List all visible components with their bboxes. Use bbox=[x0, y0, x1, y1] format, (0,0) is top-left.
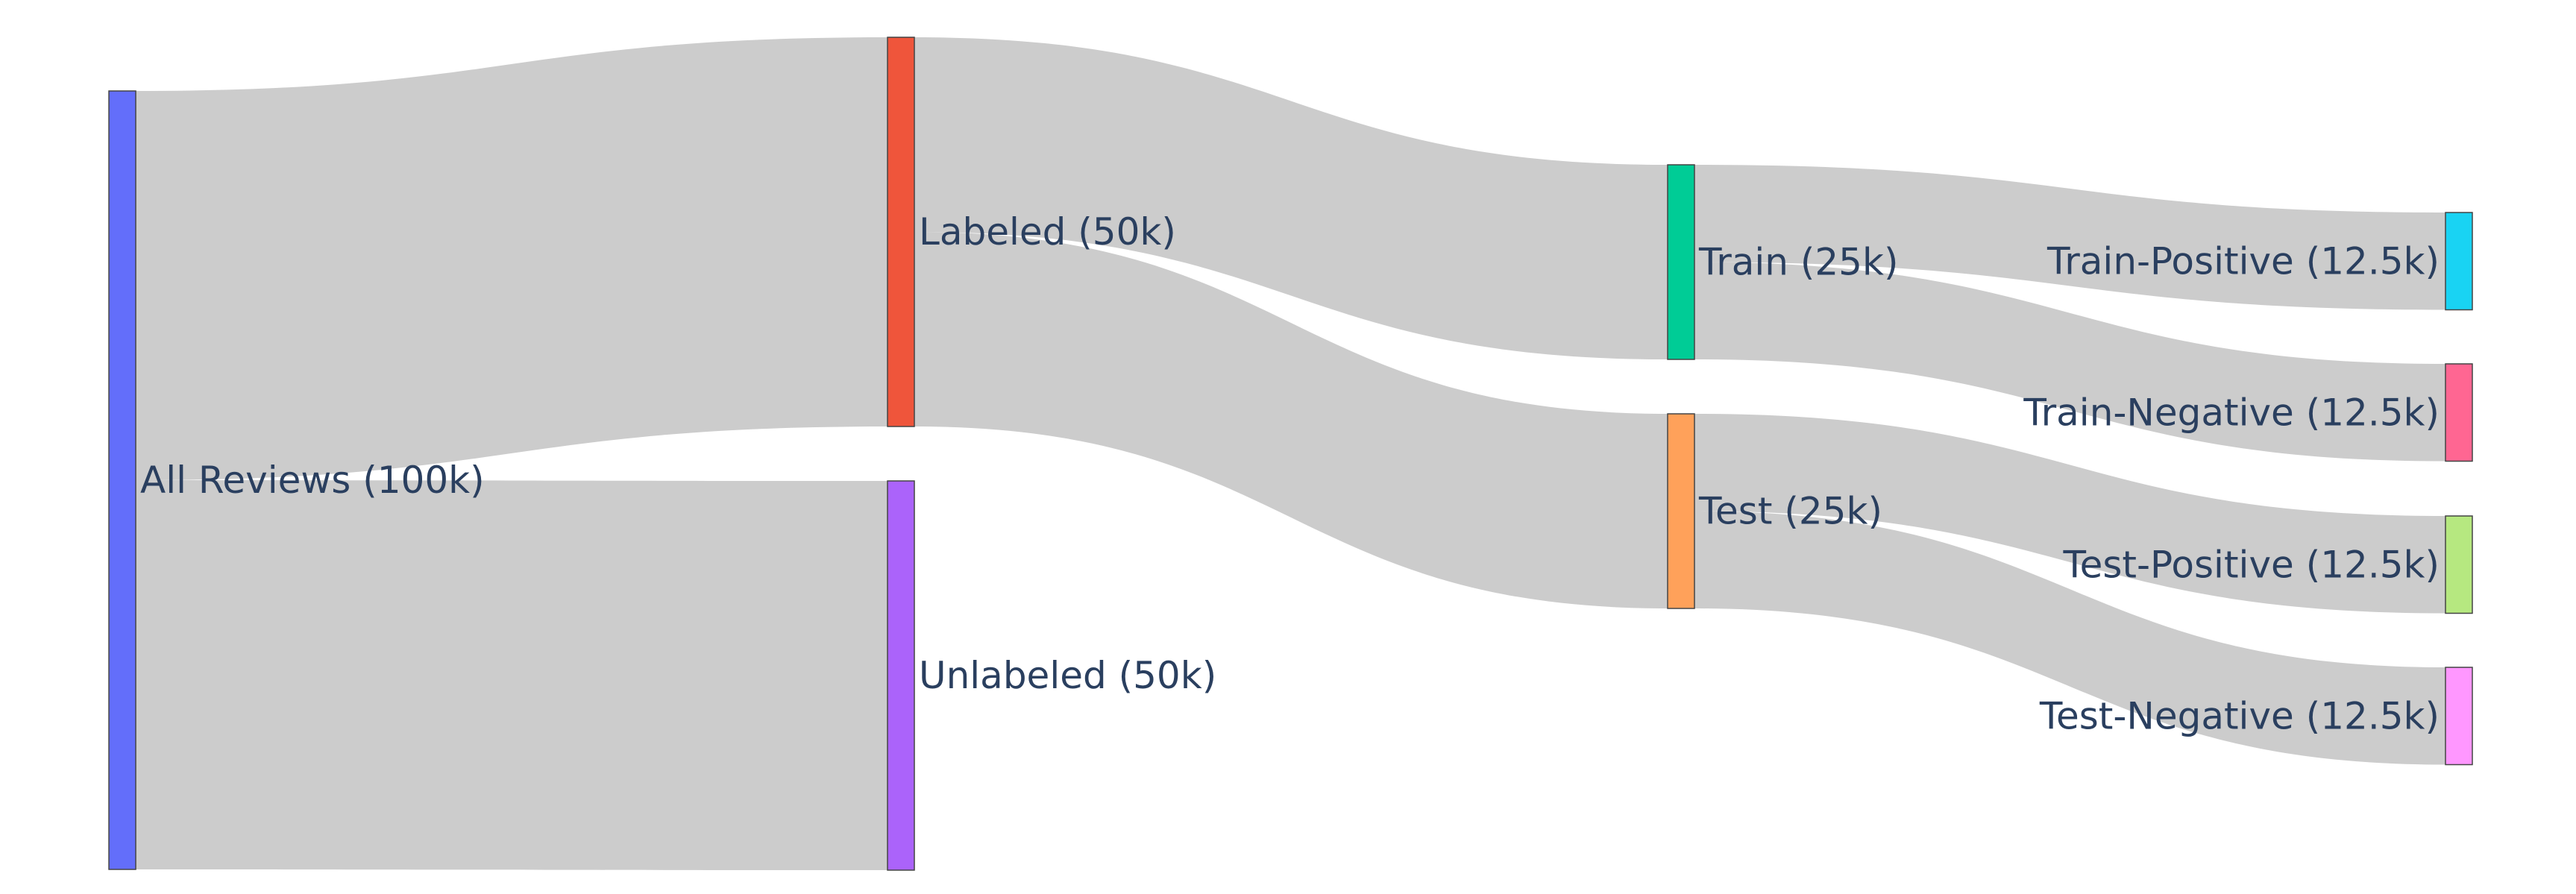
sankey-node-bar-all[interactable] bbox=[108, 90, 136, 870]
sankey-node-bar-test_pos[interactable] bbox=[2445, 515, 2473, 614]
sankey-link-labeled-to-train[interactable] bbox=[914, 37, 1668, 359]
sankey-node-label-labeled: Labeled (50k) bbox=[919, 210, 1176, 254]
sankey-node-all[interactable]: All Reviews (100k) bbox=[108, 90, 485, 870]
sankey-node-train_pos[interactable]: Train-Positive (12.5k) bbox=[2046, 212, 2473, 311]
sankey-links bbox=[136, 37, 2445, 870]
sankey-link-test-to-test_pos[interactable] bbox=[1694, 414, 2445, 614]
sankey-node-label-test: Test (25k) bbox=[1698, 490, 1882, 533]
sankey-node-bar-train[interactable] bbox=[1667, 164, 1695, 360]
sankey-node-bar-train_pos[interactable] bbox=[2445, 212, 2473, 311]
sankey-node-bar-unlabeled[interactable] bbox=[887, 480, 915, 871]
sankey-node-label-test_pos: Test-Positive (12.5k) bbox=[2063, 543, 2440, 586]
sankey-link-test-to-test_neg[interactable] bbox=[1694, 511, 2445, 765]
sankey-node-label-unlabeled: Unlabeled (50k) bbox=[919, 654, 1216, 697]
sankey-node-bar-train_neg[interactable] bbox=[2445, 363, 2473, 462]
sankey-nodes: All Reviews (100k) Labeled (50k) Unlabeled… bbox=[108, 37, 2473, 871]
sankey-node-test_pos[interactable]: Test-Positive (12.5k) bbox=[2063, 515, 2473, 614]
sankey-node-unlabeled[interactable]: Unlabeled (50k) bbox=[887, 480, 1216, 871]
sankey-node-bar-labeled[interactable] bbox=[887, 37, 915, 427]
sankey-node-test[interactable]: Test (25k) bbox=[1667, 413, 1882, 609]
sankey-node-bar-test_neg[interactable] bbox=[2445, 667, 2473, 766]
sankey-node-label-train_pos: Train-Positive (12.5k) bbox=[2046, 239, 2440, 283]
sankey-node-train[interactable]: Train (25k) bbox=[1667, 164, 1898, 360]
sankey-link-train-to-train_pos[interactable] bbox=[1694, 165, 2445, 310]
sankey-node-train_neg[interactable]: Train-Negative (12.5k) bbox=[2023, 363, 2473, 462]
sankey-node-test_neg[interactable]: Test-Negative (12.5k) bbox=[2039, 667, 2473, 766]
sankey-link-all-to-labeled[interactable] bbox=[136, 37, 888, 480]
sankey-node-bar-test[interactable] bbox=[1667, 413, 1695, 609]
sankey-node-label-all: All Reviews (100k) bbox=[140, 459, 485, 502]
sankey-node-label-train_neg: Train-Negative (12.5k) bbox=[2023, 391, 2440, 434]
sankey-node-labeled[interactable]: Labeled (50k) bbox=[887, 37, 1176, 427]
sankey-link-train-to-train_neg[interactable] bbox=[1694, 262, 2445, 462]
sankey-node-label-train: Train (25k) bbox=[1698, 241, 1898, 284]
sankey-node-label-test_neg: Test-Negative (12.5k) bbox=[2039, 694, 2440, 737]
sankey-link-labeled-to-test[interactable] bbox=[914, 232, 1668, 608]
sankey-link-all-to-unlabeled[interactable] bbox=[136, 480, 888, 870]
